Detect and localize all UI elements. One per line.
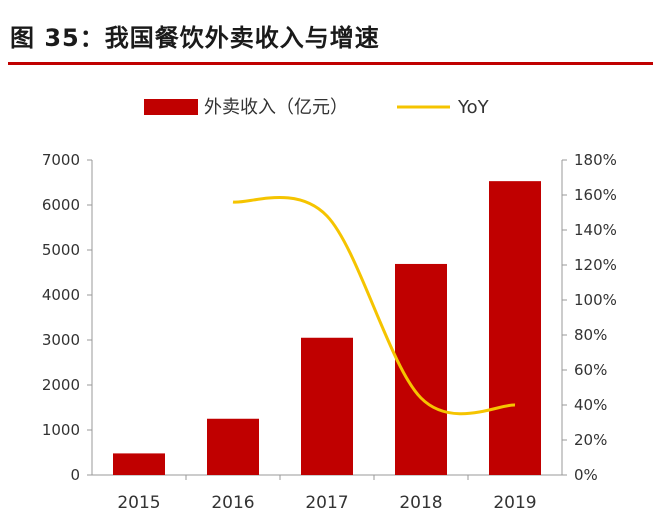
bar xyxy=(113,453,165,475)
yoy-line-group xyxy=(232,195,516,416)
tick-labels: 0 1000 2000 3000 4000 5000 6000 7000 0% 20% 40% 60%… xyxy=(42,151,617,513)
left-tick-label: 7000 xyxy=(42,151,80,169)
left-tick-label: 4000 xyxy=(42,286,80,304)
right-tick-label: 180% xyxy=(574,151,617,169)
right-tick-label: 120% xyxy=(574,256,617,274)
x-tick-label: 2016 xyxy=(211,493,254,513)
right-tick-label: 20% xyxy=(574,431,607,449)
left-tick-label: 5000 xyxy=(42,241,80,259)
right-tick-label: 160% xyxy=(574,186,617,204)
left-tick-label: 2000 xyxy=(42,376,80,394)
x-tick-label: 2019 xyxy=(493,493,536,513)
legend-line-label: YoY xyxy=(457,97,490,118)
right-tick-label: 100% xyxy=(574,291,617,309)
x-tick-label: 2015 xyxy=(117,493,160,513)
left-tick-label: 1000 xyxy=(42,421,80,439)
bar xyxy=(207,418,259,475)
bar xyxy=(395,263,447,475)
x-tick-label: 2017 xyxy=(305,493,348,513)
right-tick-label: 80% xyxy=(574,326,607,344)
right-tick-label: 60% xyxy=(574,361,607,379)
left-tick-label: 3000 xyxy=(42,331,80,349)
right-tick-label: 40% xyxy=(574,396,607,414)
title-divider xyxy=(8,62,653,65)
left-tick-label: 0 xyxy=(70,466,80,484)
bars xyxy=(113,181,541,475)
right-tick-label: 140% xyxy=(574,221,617,239)
x-tick-label: 2018 xyxy=(399,493,442,513)
chart-title: 图 35：我国餐饮外卖收入与增速 xyxy=(10,18,380,53)
bar xyxy=(301,337,353,475)
legend-bar-label: 外卖收入（亿元） xyxy=(204,97,348,118)
figure-title: 我国餐饮外卖收入与增速 xyxy=(104,24,380,52)
figure-label: 图 35： xyxy=(10,24,105,52)
legend-bar-swatch xyxy=(144,99,198,115)
yoy-line xyxy=(232,195,516,416)
bar xyxy=(489,181,541,475)
legend: 外卖收入（亿元） YoY xyxy=(144,97,490,118)
left-tick-label: 6000 xyxy=(42,196,80,214)
right-tick-label: 0% xyxy=(574,466,598,484)
